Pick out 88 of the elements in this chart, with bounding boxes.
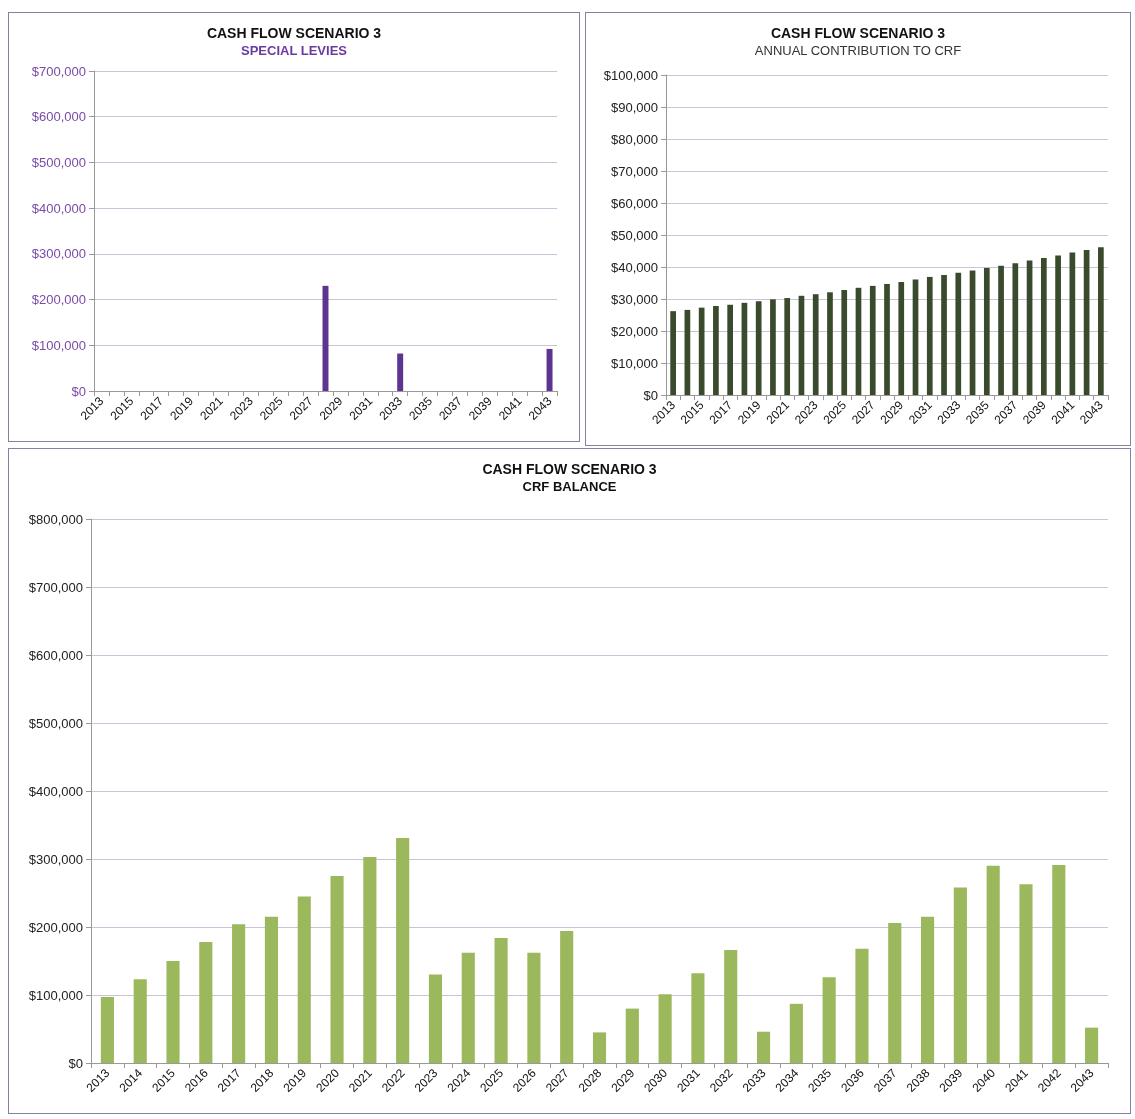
- bar: [926, 276, 933, 395]
- bar: [527, 952, 541, 1063]
- y-tick-label: $80,000: [611, 131, 658, 147]
- y-tick-label: $70,000: [611, 163, 658, 179]
- bar: [921, 916, 935, 1063]
- bar: [955, 272, 962, 395]
- y-tick-label: $800,000: [28, 511, 83, 527]
- y-tick-label: $400,000: [28, 783, 83, 799]
- bar: [494, 937, 508, 1063]
- bar: [396, 837, 410, 1063]
- y-tick-label: $500,000: [28, 715, 83, 731]
- y-tick-label: $30,000: [611, 291, 658, 307]
- y-tick-label: $200,000: [28, 919, 83, 935]
- y-tick-label: $60,000: [611, 195, 658, 211]
- bar: [1055, 255, 1061, 395]
- y-tick-label: $600,000: [31, 109, 86, 125]
- bar: [727, 304, 734, 395]
- bar: [670, 311, 676, 395]
- y-tick-label: $300,000: [31, 246, 86, 262]
- bar: [428, 974, 443, 1063]
- y-tick-label: $700,000: [28, 579, 83, 595]
- bar: [1098, 247, 1104, 395]
- bar: [884, 283, 890, 395]
- y-tick-label: $10,000: [611, 355, 658, 371]
- y-tick-label: $100,000: [603, 67, 658, 83]
- bar: [1040, 258, 1047, 395]
- bar: [592, 1032, 607, 1063]
- bar: [330, 876, 344, 1063]
- y-tick-label: $90,000: [611, 99, 658, 115]
- bar: [199, 941, 213, 1063]
- y-tick-label: $0: [71, 383, 86, 399]
- bar: [232, 924, 246, 1063]
- bar: [546, 348, 553, 391]
- bar: [998, 265, 1004, 395]
- bar: [1012, 263, 1019, 395]
- bar: [363, 856, 377, 1063]
- y-tick-label: $50,000: [611, 227, 658, 243]
- bar: [658, 994, 672, 1063]
- y-tick-label: $20,000: [611, 323, 658, 339]
- bar: [812, 294, 819, 395]
- bar: [770, 299, 776, 395]
- bar: [756, 1031, 771, 1063]
- y-tick-label: $100,000: [31, 337, 86, 353]
- bar: [986, 865, 1000, 1063]
- y-tick-label: $40,000: [611, 259, 658, 275]
- y-tick-label: $0: [68, 1055, 83, 1071]
- y-tick-label: $600,000: [28, 647, 83, 663]
- bar: [713, 306, 719, 395]
- chart-subtitle: ANNUAL CONTRIBUTION TO CRF: [754, 43, 962, 58]
- bar: [983, 267, 990, 395]
- y-tick-label: $200,000: [31, 292, 86, 308]
- bar: [625, 1008, 639, 1063]
- bar: [560, 931, 574, 1063]
- bar: [1052, 865, 1066, 1063]
- y-tick-label: $300,000: [28, 851, 83, 867]
- bar: [789, 1003, 803, 1063]
- y-tick-label: $100,000: [28, 987, 83, 1003]
- y-tick-label: $700,000: [31, 63, 86, 79]
- bar: [166, 961, 180, 1063]
- chart-title: CASH FLOW SCENARIO 3: [206, 25, 382, 41]
- bar: [1019, 884, 1033, 1063]
- chart-subtitle: SPECIAL LEVIES: [241, 43, 348, 58]
- bar: [827, 292, 833, 395]
- bar: [461, 952, 475, 1063]
- bar: [953, 887, 967, 1063]
- chart-title: CASH FLOW SCENARIO 3: [770, 25, 946, 41]
- bar: [691, 973, 705, 1063]
- bar: [869, 285, 876, 395]
- bar: [397, 353, 404, 391]
- chart-title: CASH FLOW SCENARIO 3: [482, 461, 657, 477]
- bar: [755, 301, 762, 395]
- y-tick-label: $400,000: [31, 200, 86, 216]
- bar: [133, 979, 147, 1063]
- bar: [1085, 1027, 1099, 1063]
- bar: [100, 997, 114, 1063]
- bar: [898, 282, 905, 395]
- bar: [724, 950, 738, 1063]
- bar: [264, 916, 278, 1063]
- chart-subtitle: CRF BALANCE: [522, 479, 617, 494]
- bar: [822, 977, 836, 1063]
- bar: [855, 948, 869, 1063]
- bar: [784, 298, 791, 395]
- bar: [841, 290, 848, 395]
- bar: [297, 896, 311, 1063]
- bar: [888, 922, 902, 1063]
- y-tick-label: $500,000: [31, 154, 86, 170]
- bar: [941, 275, 947, 395]
- y-tick-label: $0: [643, 387, 658, 403]
